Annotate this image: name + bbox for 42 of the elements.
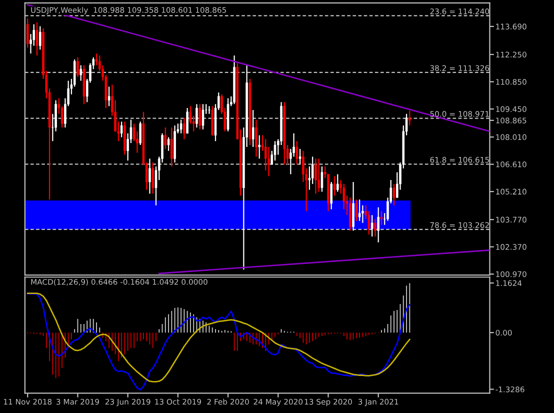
candlestick bbox=[164, 126, 167, 150]
candlestick bbox=[170, 126, 173, 167]
candlestick bbox=[380, 210, 383, 226]
candlestick bbox=[330, 181, 333, 210]
candlestick bbox=[298, 148, 302, 166]
candlestick bbox=[76, 56, 79, 78]
candlestick bbox=[108, 86, 110, 107]
candlestick bbox=[198, 104, 201, 130]
candlestick bbox=[374, 218, 376, 238]
candlestick bbox=[333, 176, 336, 196]
candlestick bbox=[296, 140, 298, 166]
candlestick bbox=[167, 136, 170, 152]
candlestick bbox=[196, 104, 198, 128]
candlestick bbox=[139, 121, 142, 146]
candlestick bbox=[377, 206, 380, 243]
candlestick bbox=[252, 109, 254, 148]
candlestick bbox=[355, 198, 358, 222]
candlestick bbox=[318, 158, 320, 192]
candlestick bbox=[38, 26, 42, 50]
candlestick bbox=[314, 158, 317, 194]
candlestick bbox=[186, 107, 188, 134]
candlestick bbox=[80, 64, 82, 82]
candlestick bbox=[320, 166, 324, 192]
candlestick bbox=[120, 121, 123, 138]
candlestick bbox=[358, 198, 361, 222]
candlestick bbox=[36, 22, 38, 56]
candlestick bbox=[208, 106, 210, 114]
candlestick bbox=[274, 140, 276, 162]
candlestick bbox=[349, 197, 352, 232]
candlestick bbox=[258, 134, 260, 160]
candlestick bbox=[336, 174, 339, 192]
candlestick bbox=[183, 117, 186, 140]
candlestick bbox=[202, 104, 204, 130]
candlestick bbox=[148, 158, 151, 194]
candlestick bbox=[26, 18, 29, 48]
candlestick bbox=[180, 119, 182, 134]
candlestick bbox=[255, 119, 258, 158]
candlestick bbox=[392, 183, 396, 206]
candlestick bbox=[352, 181, 354, 232]
candlestick bbox=[370, 214, 374, 238]
candlestick bbox=[408, 110, 411, 126]
candlestick bbox=[152, 162, 154, 194]
